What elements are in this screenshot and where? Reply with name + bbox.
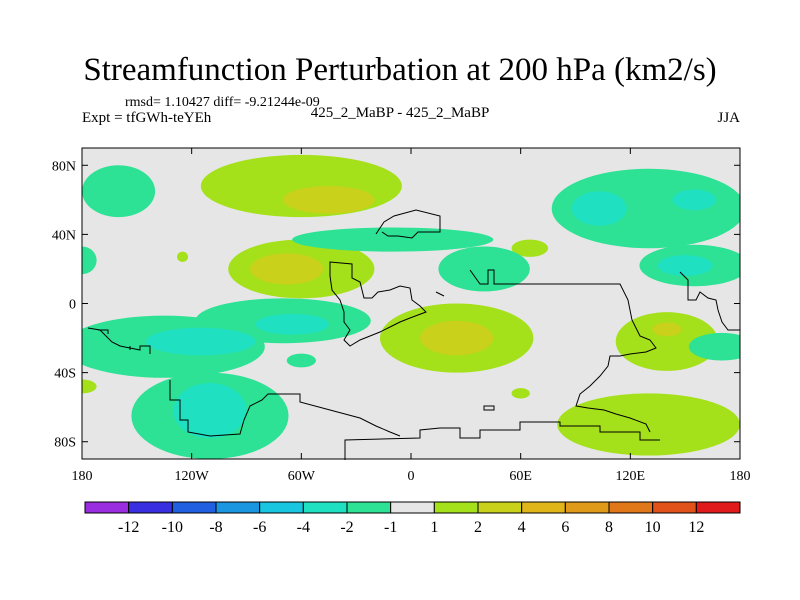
coastline-pacific-islands (87, 327, 151, 354)
colorbar-box (215, 501, 261, 514)
x-tick-label: 180 (72, 469, 93, 484)
anomaly-region-28 (557, 393, 740, 456)
colorbar-label: 1 (430, 519, 438, 536)
anomaly-region-0 (82, 165, 156, 218)
anomaly-region-2 (177, 251, 189, 263)
anomaly-region-4 (283, 186, 375, 214)
colorbar-box (433, 501, 479, 514)
anomaly-region-24 (173, 382, 247, 439)
colorbar-box (608, 501, 654, 514)
coastline-north-america (344, 421, 660, 460)
coastline-small-islands (435, 291, 495, 411)
colorbar-label: 2 (474, 519, 482, 536)
colorbar-label: 6 (561, 519, 569, 536)
y-tick-label: 80S (54, 436, 76, 451)
colorbar-box (652, 501, 697, 514)
anomaly-region-11 (571, 191, 627, 226)
x-tick-label: 60E (509, 469, 532, 484)
coastline-australia (679, 271, 740, 331)
colorbar-label: -1 (384, 519, 397, 536)
x-tick-label: 180 (730, 469, 751, 484)
coastline-europe (375, 209, 441, 239)
colorbar-label: 12 (688, 519, 704, 536)
season-label: JJA (717, 110, 740, 126)
anomaly-region-27 (688, 332, 740, 361)
anomaly-region-9 (438, 246, 530, 292)
colorbar-label: 8 (605, 519, 613, 536)
x-tick-label: 120E (616, 469, 646, 484)
colorbar-box (695, 501, 741, 514)
y-tick-label: 40S (54, 367, 76, 382)
colorbar-label: 10 (645, 519, 661, 536)
y-tick-label: 80N (52, 159, 76, 174)
colorbar-label: -10 (162, 519, 183, 536)
colorbar-box (346, 501, 392, 514)
x-tick-label: 60W (288, 469, 316, 484)
anomaly-region-7 (292, 227, 494, 252)
anomaly-region-21 (286, 353, 316, 368)
colorbar-box (564, 501, 610, 514)
colorbar-label: -4 (297, 519, 310, 536)
anomaly-region-18 (255, 313, 329, 335)
colorbar-box (259, 501, 304, 514)
coastline-africa (329, 261, 427, 347)
colorbar-box (171, 501, 217, 514)
y-tick-label: 40N (52, 228, 76, 243)
comparison-label: 425_2_MaBP - 425_2_MaBP (310, 105, 490, 121)
x-tick-label: 0 (408, 469, 415, 484)
colorbar-box (390, 501, 435, 514)
y-tick-label: 0 (69, 298, 76, 313)
anomaly-region-22 (82, 379, 97, 394)
coastline-south-america (169, 380, 401, 437)
anomaly-region-8 (511, 239, 549, 257)
colorbar-label: 4 (518, 519, 526, 536)
anomaly-region-29 (511, 388, 530, 399)
coastline-asia (469, 269, 657, 433)
anomaly-region-6 (250, 253, 324, 285)
anomaly-region-10 (551, 168, 740, 249)
anomaly-fills (82, 154, 740, 459)
colorbar-label: -2 (340, 519, 353, 536)
map-plot (81, 147, 741, 460)
experiment-label: Expt = tfGWh-teYEh (82, 110, 212, 126)
coastlines (87, 209, 740, 460)
anomaly-region-1 (82, 246, 97, 275)
colorbar-box (302, 501, 348, 514)
rmsd-diff-label: rmsd= 1.10427 diff= -9.21244e-09 (125, 95, 320, 110)
colorbar-box (521, 501, 566, 514)
colorbar: -12 -10 -8 -6 -4 -2 -1 1 2 4 6 8 10 12 (84, 501, 741, 536)
chart-title: Streamfunction Perturbation at 200 hPa (… (83, 52, 717, 88)
colorbar-box (84, 501, 130, 514)
colorbar-label: -6 (253, 519, 266, 536)
x-tick-label: 120W (175, 469, 210, 484)
anomaly-region-14 (657, 255, 713, 276)
colorbar-label: -12 (118, 519, 139, 536)
anomaly-region-20 (145, 327, 256, 356)
anomaly-region-12 (672, 189, 717, 211)
colorbar-label: -8 (209, 519, 222, 536)
colorbar-box (128, 501, 173, 514)
anomaly-region-26 (652, 322, 682, 337)
anomaly-region-16 (420, 320, 494, 356)
anomaly-region-25 (615, 312, 719, 371)
colorbar-box (477, 501, 523, 514)
axes: 180 120W 60W 0 60E 120E 180 80N 40N 0 40S 80S (52, 148, 751, 484)
